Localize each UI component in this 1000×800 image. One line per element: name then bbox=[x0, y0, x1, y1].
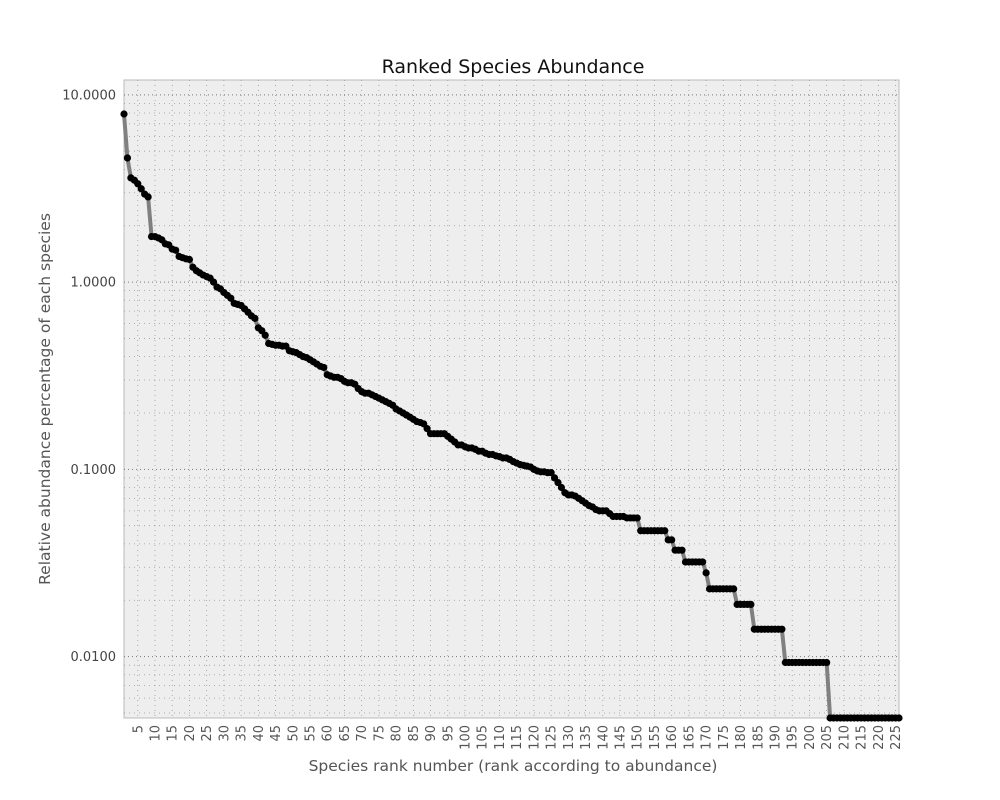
data-point bbox=[747, 600, 755, 609]
x-tick-label: 50 bbox=[286, 725, 301, 742]
x-tick-label: 210 bbox=[837, 725, 852, 750]
x-tick-label: 225 bbox=[889, 725, 904, 750]
data-point bbox=[778, 625, 786, 633]
x-tick-label: 25 bbox=[200, 725, 215, 742]
data-point bbox=[123, 154, 132, 162]
x-tick-label: 185 bbox=[751, 725, 766, 750]
x-tick-label: 10 bbox=[149, 725, 164, 742]
x-tick-label: 200 bbox=[803, 725, 818, 750]
x-tick-label: 80 bbox=[390, 725, 405, 742]
data-point bbox=[557, 483, 566, 492]
x-tick-label: 190 bbox=[769, 725, 784, 750]
x-tick-label: 115 bbox=[510, 725, 525, 750]
x-tick-label: 130 bbox=[562, 725, 577, 750]
y-tick-label: 10.0000 bbox=[62, 88, 116, 103]
x-tick-label: 140 bbox=[596, 725, 611, 750]
x-tick-label: 120 bbox=[527, 725, 542, 750]
x-tick-label: 105 bbox=[476, 725, 491, 750]
x-tick-label: 215 bbox=[855, 725, 870, 750]
x-tick-label: 205 bbox=[820, 725, 835, 750]
data-point bbox=[320, 363, 328, 372]
x-tick-label: 135 bbox=[579, 725, 594, 750]
x-tick-label: 155 bbox=[648, 725, 663, 750]
data-point bbox=[547, 469, 555, 477]
y-axis-ticks: 0.0100 0.1000 1.0000 10.0000 bbox=[62, 88, 116, 665]
x-tick-label: 160 bbox=[665, 725, 680, 750]
x-axis-label: Species rank number (rank according to a… bbox=[309, 757, 718, 775]
x-tick-label: 145 bbox=[614, 725, 629, 750]
x-tick-label: 85 bbox=[407, 725, 422, 742]
data-point bbox=[227, 294, 235, 302]
x-tick-label: 20 bbox=[183, 725, 198, 742]
x-tick-label: 180 bbox=[734, 725, 749, 750]
x-tick-label: 60 bbox=[321, 725, 336, 742]
data-point bbox=[730, 585, 738, 593]
data-point bbox=[633, 514, 641, 522]
data-point bbox=[423, 425, 431, 433]
x-tick-label: 110 bbox=[493, 725, 508, 750]
plot-area bbox=[123, 79, 900, 719]
data-point bbox=[261, 331, 269, 339]
x-tick-label: 220 bbox=[872, 725, 887, 750]
x-tick-label: 170 bbox=[700, 725, 715, 750]
x-tick-label: 35 bbox=[235, 725, 250, 742]
x-tick-label: 90 bbox=[424, 725, 439, 742]
x-tick-label: 175 bbox=[717, 725, 732, 750]
x-tick-label: 55 bbox=[304, 725, 319, 742]
y-tick-label: 0.1000 bbox=[71, 463, 117, 478]
grid bbox=[124, 80, 899, 718]
data-point bbox=[120, 110, 128, 118]
x-tick-label: 45 bbox=[269, 725, 284, 742]
x-tick-label: 100 bbox=[459, 725, 474, 750]
x-tick-label: 195 bbox=[786, 725, 801, 750]
y-axis-label: Relative abundance percentage of each sp… bbox=[36, 213, 54, 585]
x-tick-label: 30 bbox=[217, 725, 232, 742]
data-point bbox=[668, 536, 676, 544]
data-point bbox=[137, 185, 145, 193]
x-tick-label: 75 bbox=[372, 725, 387, 742]
data-point bbox=[823, 658, 831, 667]
data-point bbox=[699, 558, 707, 566]
y-tick-label: 1.0000 bbox=[71, 276, 117, 291]
data-point bbox=[185, 255, 194, 264]
y-tick-label: 0.0100 bbox=[71, 650, 117, 665]
x-tick-label: 125 bbox=[545, 725, 560, 750]
data-point bbox=[144, 193, 152, 201]
x-tick-label: 70 bbox=[355, 725, 370, 742]
data-point bbox=[895, 714, 903, 722]
data-point bbox=[251, 314, 259, 322]
x-axis-ticks: 5 10 15 20 25 30 35 40 45 50 55 60 65 70 75 80 85 90 95 100… bbox=[131, 725, 904, 750]
x-tick-label: 5 bbox=[131, 725, 146, 733]
x-tick-label: 65 bbox=[338, 725, 353, 742]
data-point bbox=[172, 246, 180, 254]
x-tick-label: 15 bbox=[166, 725, 181, 742]
data-point bbox=[661, 527, 669, 535]
data-point bbox=[678, 546, 686, 554]
x-tick-label: 150 bbox=[631, 725, 646, 750]
x-tick-label: 40 bbox=[252, 725, 267, 742]
x-tick-label: 95 bbox=[441, 725, 456, 742]
series-abundance bbox=[120, 110, 903, 722]
data-point bbox=[702, 569, 710, 577]
chart-title: Ranked Species Abundance bbox=[382, 56, 645, 78]
data-point bbox=[209, 278, 218, 286]
x-tick-label: 165 bbox=[682, 725, 697, 750]
